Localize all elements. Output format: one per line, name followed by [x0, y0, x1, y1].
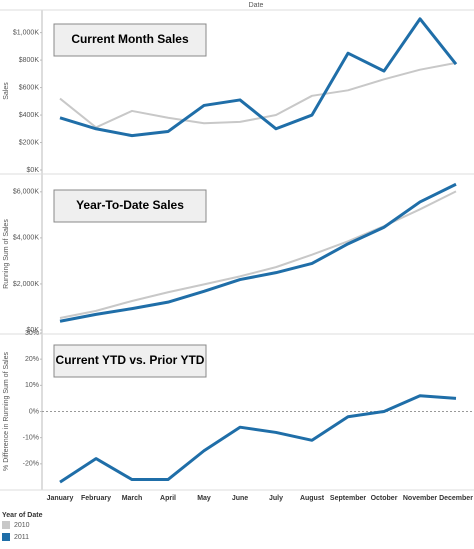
x-tick-label: August	[300, 495, 325, 502]
y-tick-label: 30%	[25, 330, 39, 337]
legend-swatch	[2, 533, 10, 541]
panel-title-box	[53, 344, 207, 378]
legend-label: 2011	[14, 534, 29, 541]
y-axis-title: % Difference in Running Sum of Sales	[3, 352, 10, 471]
data-line	[59, 17, 458, 138]
x-tick-label: October	[371, 495, 398, 502]
x-axis-title: Date	[249, 2, 264, 9]
y-tick-label: $6,000K	[13, 189, 39, 196]
legend-title: Year of Date	[2, 512, 43, 519]
x-tick-label: January	[47, 495, 74, 502]
y-tick-label: $600K	[19, 84, 40, 91]
x-tick-label: June	[232, 495, 248, 502]
y-tick-label: $2,000K	[13, 281, 39, 288]
panel-title-box	[53, 23, 207, 57]
y-tick-label: $1,000K	[13, 29, 39, 36]
y-tick-label: $400K	[19, 112, 40, 119]
panel-title: Current Month Sales	[71, 32, 189, 46]
legend-swatch	[2, 521, 10, 529]
y-tick-label: $0K	[27, 167, 40, 174]
y-tick-label: $0K	[27, 327, 40, 334]
data-line	[59, 182, 457, 323]
data-line	[59, 61, 457, 129]
y-tick-label: -10%	[23, 435, 39, 442]
panel-title: Current YTD vs. Prior YTD	[56, 353, 205, 367]
panel-title: Year-To-Date Sales	[76, 198, 184, 212]
y-tick-label: 20%	[25, 356, 39, 363]
x-tick-label: March	[122, 495, 143, 502]
legend-label: 2010	[14, 522, 30, 529]
y-tick-label: $800K	[19, 57, 40, 64]
x-tick-label: September	[330, 495, 366, 502]
y-tick-label: 10%	[25, 382, 39, 389]
y-tick-label: $200K	[19, 139, 40, 146]
panel-title-box	[53, 189, 207, 223]
data-line	[59, 394, 457, 484]
x-tick-label: May	[197, 495, 211, 502]
y-tick-label: 0%	[29, 408, 39, 415]
y-tick-label: $4,000K	[13, 235, 39, 242]
x-tick-label: November	[403, 495, 438, 502]
x-tick-label: April	[160, 495, 176, 502]
y-axis-title: Sales	[3, 82, 10, 100]
x-tick-label: February	[81, 495, 111, 502]
y-tick-label: -20%	[23, 461, 39, 468]
x-tick-label: December	[439, 495, 473, 502]
x-tick-label: July	[269, 495, 283, 502]
y-axis-title: Running Sum of Sales	[3, 219, 10, 289]
